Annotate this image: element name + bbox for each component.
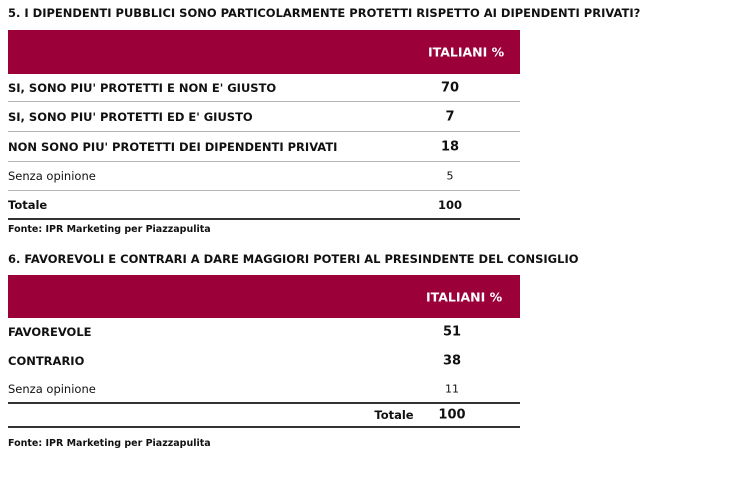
- total-label: Totale: [8, 197, 48, 212]
- q5-source: Fonte: IPR Marketing per Piazzapulita: [8, 224, 211, 235]
- total-label: Totale: [374, 408, 414, 422]
- row-label: SI, SONO PIU' PROTETTI ED E' GIUSTO: [8, 109, 253, 124]
- row-value: 11: [445, 382, 459, 395]
- row-value: 7: [445, 109, 455, 124]
- q5-header-bar: ITALIANI %: [8, 30, 520, 74]
- row-label: Senza opinione: [8, 381, 96, 396]
- table-row: Senza opinione 11: [8, 375, 520, 402]
- table-row: FAVOREVOLE 51: [8, 318, 520, 346]
- q5-title: 5. I DIPENDENTI PUBBLICI SONO PARTICOLAR…: [8, 6, 641, 20]
- row-value: 38: [442, 353, 462, 368]
- total-value: 100: [437, 197, 462, 212]
- row-value: 70: [440, 80, 460, 95]
- row-label: FAVOREVOLE: [8, 325, 92, 339]
- row-value: 51: [442, 324, 462, 340]
- row-label: NON SONO PIU' PROTETTI DEI DIPENDENTI PR…: [8, 139, 338, 154]
- row-value: 5: [446, 169, 454, 183]
- total-value: 100: [438, 407, 466, 423]
- row-label: SI, SONO PIU' PROTETTI E NON E' GIUSTO: [8, 80, 277, 95]
- table-row: CONTRARIO 38: [8, 346, 520, 375]
- total-row: Totale 100: [8, 191, 520, 220]
- table-row: SI, SONO PIU' PROTETTI E NON E' GIUSTO 7…: [8, 74, 520, 102]
- q5-header-label: ITALIANI %: [428, 44, 505, 60]
- row-label: CONTRARIO: [8, 353, 85, 368]
- q6-header-label: ITALIANI %: [426, 289, 503, 304]
- q5-table: ITALIANI % SI, SONO PIU' PROTETTI E NON …: [8, 30, 520, 220]
- q6-header-bar: ITALIANI %: [8, 275, 520, 318]
- table-row: Senza opinione 5: [8, 162, 520, 191]
- q6-source: Fonte: IPR Marketing per Piazzapulita: [8, 438, 211, 449]
- total-row: Totale 100: [8, 402, 520, 428]
- q6-table: ITALIANI % FAVOREVOLE 51 CONTRARIO 38 Se…: [8, 275, 520, 428]
- q6-title: 6. FAVOREVOLI E CONTRARI A DARE MAGGIORI…: [8, 252, 579, 266]
- table-row: SI, SONO PIU' PROTETTI ED E' GIUSTO 7: [8, 102, 520, 132]
- table-row: NON SONO PIU' PROTETTI DEI DIPENDENTI PR…: [8, 132, 520, 162]
- row-value: 18: [440, 139, 460, 154]
- row-label: Senza opinione: [8, 169, 96, 183]
